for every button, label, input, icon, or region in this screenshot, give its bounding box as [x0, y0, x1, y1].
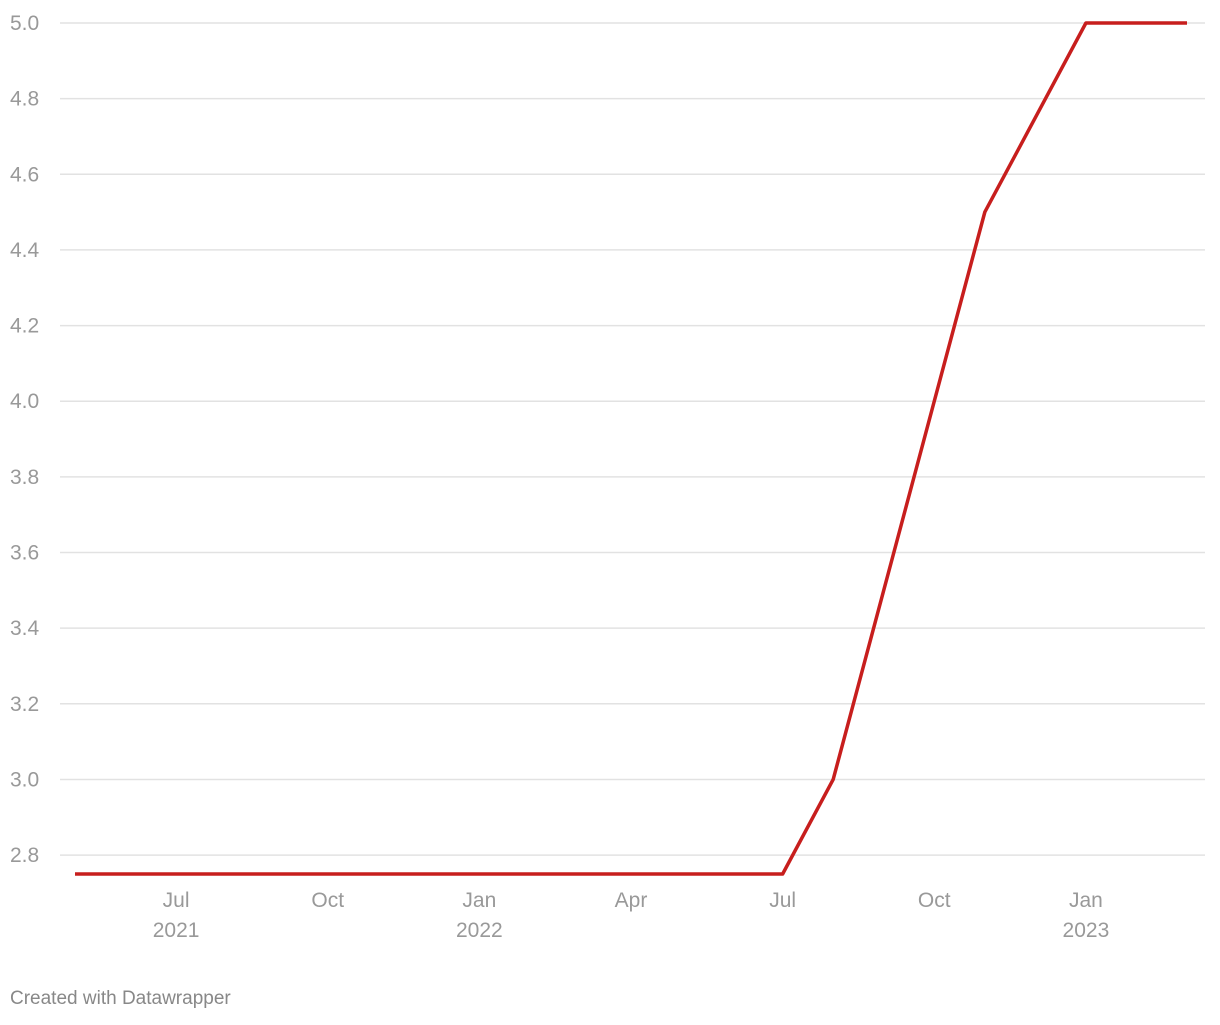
y-tick-label: 4.4 [10, 239, 40, 262]
x-tick-label: Jul [769, 889, 796, 912]
footer: Created with Datawrapper [10, 988, 231, 1009]
y-tick-label: 4.2 [10, 315, 39, 338]
x-tick-label: Oct [918, 889, 951, 912]
y-tick-label: 4.8 [10, 88, 39, 111]
x-tick-label: Jan [1069, 889, 1103, 912]
y-tick-label: 3.4 [10, 617, 40, 640]
y-tick-label: 5.0 [10, 12, 39, 35]
x-tick-label: Jul [163, 889, 190, 912]
y-tick-label: 3.8 [10, 466, 39, 489]
x-tick-label: 2022 [456, 919, 503, 942]
y-tick-label: 4.6 [10, 163, 39, 186]
x-tick-label: 2023 [1063, 919, 1110, 942]
y-tick-label: 3.2 [10, 693, 39, 716]
x-tick-label: Oct [311, 889, 344, 912]
y-tick-label: 3.6 [10, 542, 39, 565]
x-tick-label: Apr [615, 889, 648, 912]
x-tick-label: 2021 [153, 919, 200, 942]
line [75, 21, 1187, 876]
y-tick-label: 4.0 [10, 390, 39, 413]
y-tick-label: 3.0 [10, 768, 39, 791]
y-tick-label: 2.8 [10, 844, 39, 867]
x-tick-label: Jan [462, 889, 496, 912]
